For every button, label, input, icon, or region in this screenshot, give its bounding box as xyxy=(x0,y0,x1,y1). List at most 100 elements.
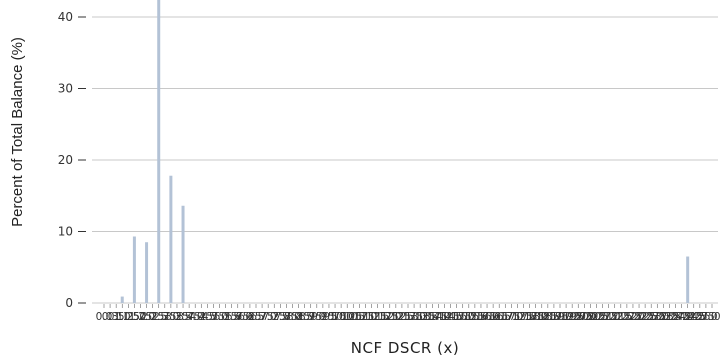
bar-3.5 xyxy=(181,205,185,303)
x-tick-label: 9.25 xyxy=(311,311,334,323)
x-tick-label: 4.0 xyxy=(187,311,204,323)
x-tick-label: 23.5 xyxy=(658,311,681,323)
x-tick-label: 11.75 xyxy=(369,311,399,323)
x-tick-label: 11.0 xyxy=(354,311,377,323)
x-tick-label: 10.25 xyxy=(332,311,362,323)
x-tick-label: 4.5 xyxy=(199,311,216,323)
x-tick-label: 17.75 xyxy=(515,311,545,323)
y-tick-label: 40 xyxy=(58,10,73,24)
x-tick-label: 12.0 xyxy=(378,311,401,323)
x-tick-label: 24.0 xyxy=(670,311,693,323)
x-tick-label: 1.25 xyxy=(117,311,140,323)
x-tick-label: 16.25 xyxy=(478,311,508,323)
x-tick-label: 23.25 xyxy=(648,311,678,323)
x-tick-label: 2.25 xyxy=(141,311,164,323)
x-tick-label: 13.75 xyxy=(417,311,447,323)
x-tick-label: 13.5 xyxy=(415,311,438,323)
x-tick-label: 7.0 xyxy=(260,311,277,323)
x-tick-label: 10.0 xyxy=(329,311,352,323)
x-tick-label: 18.75 xyxy=(539,311,569,323)
x-tick-label: 3.75 xyxy=(177,311,200,323)
x-tick-label: 9.75 xyxy=(323,311,346,323)
x-tick-label: 21.25 xyxy=(600,311,630,323)
x-tick-label: 15.25 xyxy=(454,311,484,323)
x-tick-label: 13.25 xyxy=(405,311,435,323)
x-tick-label: 21.0 xyxy=(597,311,620,323)
x-tick-label: 17.5 xyxy=(512,311,535,323)
x-tick-label: 12.25 xyxy=(381,311,411,323)
x-tick-label: 0.5 xyxy=(108,311,125,323)
y-tick-label: 10 xyxy=(58,225,73,239)
bars xyxy=(120,0,690,303)
x-tick-label: 9.0 xyxy=(308,311,325,323)
x-tick-label: 19.5 xyxy=(560,311,583,323)
x-tick-label: 7.75 xyxy=(275,311,298,323)
x-tick-label: 4.25 xyxy=(190,311,213,323)
x-tick-label: 16.5 xyxy=(488,311,511,323)
x-tick-label: 5.5 xyxy=(223,311,240,323)
x-tick-label: 17.25 xyxy=(502,311,532,323)
x-tick-label: 2.0 xyxy=(138,311,155,323)
x-tick-label: 16.0 xyxy=(475,311,498,323)
x-tick-label: 24.25 xyxy=(673,311,703,323)
x-tick-label: 19.75 xyxy=(563,311,593,323)
x-tick-label: 16.75 xyxy=(490,311,520,323)
x-tick-label: 22.5 xyxy=(633,311,656,323)
x-tick-label: 22.25 xyxy=(624,311,654,323)
y-tick-label: 0 xyxy=(65,296,73,310)
x-tick-label: 3.0 xyxy=(163,311,180,323)
x-tick-label: 20.75 xyxy=(588,311,618,323)
x-tick-label: 15.75 xyxy=(466,311,496,323)
x-tick-label: 21.75 xyxy=(612,311,642,323)
x-tick-label: 7.25 xyxy=(263,311,286,323)
bar-1.50 xyxy=(132,236,136,303)
x-tick-label: 25.0x xyxy=(697,311,720,323)
x-tick-label: 19.0 xyxy=(548,311,571,323)
y-axis-label: Percent of Total Balance (%) xyxy=(9,37,26,227)
x-tick-label: 1.50 xyxy=(123,311,146,323)
x-axis-label: NCF DSCR (x) xyxy=(351,339,459,357)
x-tick-label: 1.75 xyxy=(129,311,152,323)
y-tick-label: 20 xyxy=(58,153,73,167)
x-tick-label: 8.0 xyxy=(284,311,301,323)
x-tick-label: 18.0 xyxy=(524,311,547,323)
x-tick-label: 22.0 xyxy=(621,311,644,323)
y-tick-label: 30 xyxy=(58,82,73,96)
x-tick-label: 14.25 xyxy=(429,311,459,323)
x-tick-label: 8.5 xyxy=(296,311,313,323)
bar-24.25 xyxy=(686,256,690,303)
x-tick-label: 23.75 xyxy=(660,311,690,323)
x-tick-label: 23.0 xyxy=(646,311,669,323)
x-tick-label: 17.0 xyxy=(500,311,523,323)
x-tick-label: 12.5 xyxy=(390,311,413,323)
x-tick-label: 14.75 xyxy=(442,311,472,323)
y-tick-labels: 0 10 20 30 40 xyxy=(58,10,86,310)
x-tick-label: 22.75 xyxy=(636,311,666,323)
x-tick-label: 15.5 xyxy=(463,311,486,323)
x-tick-label: 5.0 xyxy=(211,311,228,323)
x-tick-label: 24.5 xyxy=(682,311,705,323)
x-tick-label: 18.5 xyxy=(536,311,559,323)
x-tick-label: 14.5 xyxy=(439,311,462,323)
x-tick-label: 0.0 xyxy=(96,311,113,323)
gridlines xyxy=(92,16,718,304)
x-tick-label: 8.25 xyxy=(287,311,310,323)
x-tick-label: 20.25 xyxy=(575,311,605,323)
x-tick-label: 0.3 xyxy=(102,311,119,323)
x-tick-label: 25.0 xyxy=(694,311,717,323)
x-tick-label: 15.0 xyxy=(451,311,474,323)
x-tick-label: 6.0 xyxy=(235,311,252,323)
x-tick-label: 4.75 xyxy=(202,311,225,323)
x-tick-label: 3.25 xyxy=(165,311,188,323)
x-tick-label: 9.5 xyxy=(321,311,338,323)
x-tick-label: 5.75 xyxy=(226,311,249,323)
x-tick-label: 1.0 xyxy=(114,311,131,323)
bar-2.5 xyxy=(157,0,161,303)
x-tick-label: 10.75 xyxy=(344,311,374,323)
x-tick-label: 6.75 xyxy=(250,311,273,323)
x-tick-label: 18.25 xyxy=(527,311,557,323)
x-tick-label: 11.25 xyxy=(356,311,386,323)
x-tick-label: 6.25 xyxy=(238,311,261,323)
x-tick-label: 2.75 xyxy=(153,311,176,323)
